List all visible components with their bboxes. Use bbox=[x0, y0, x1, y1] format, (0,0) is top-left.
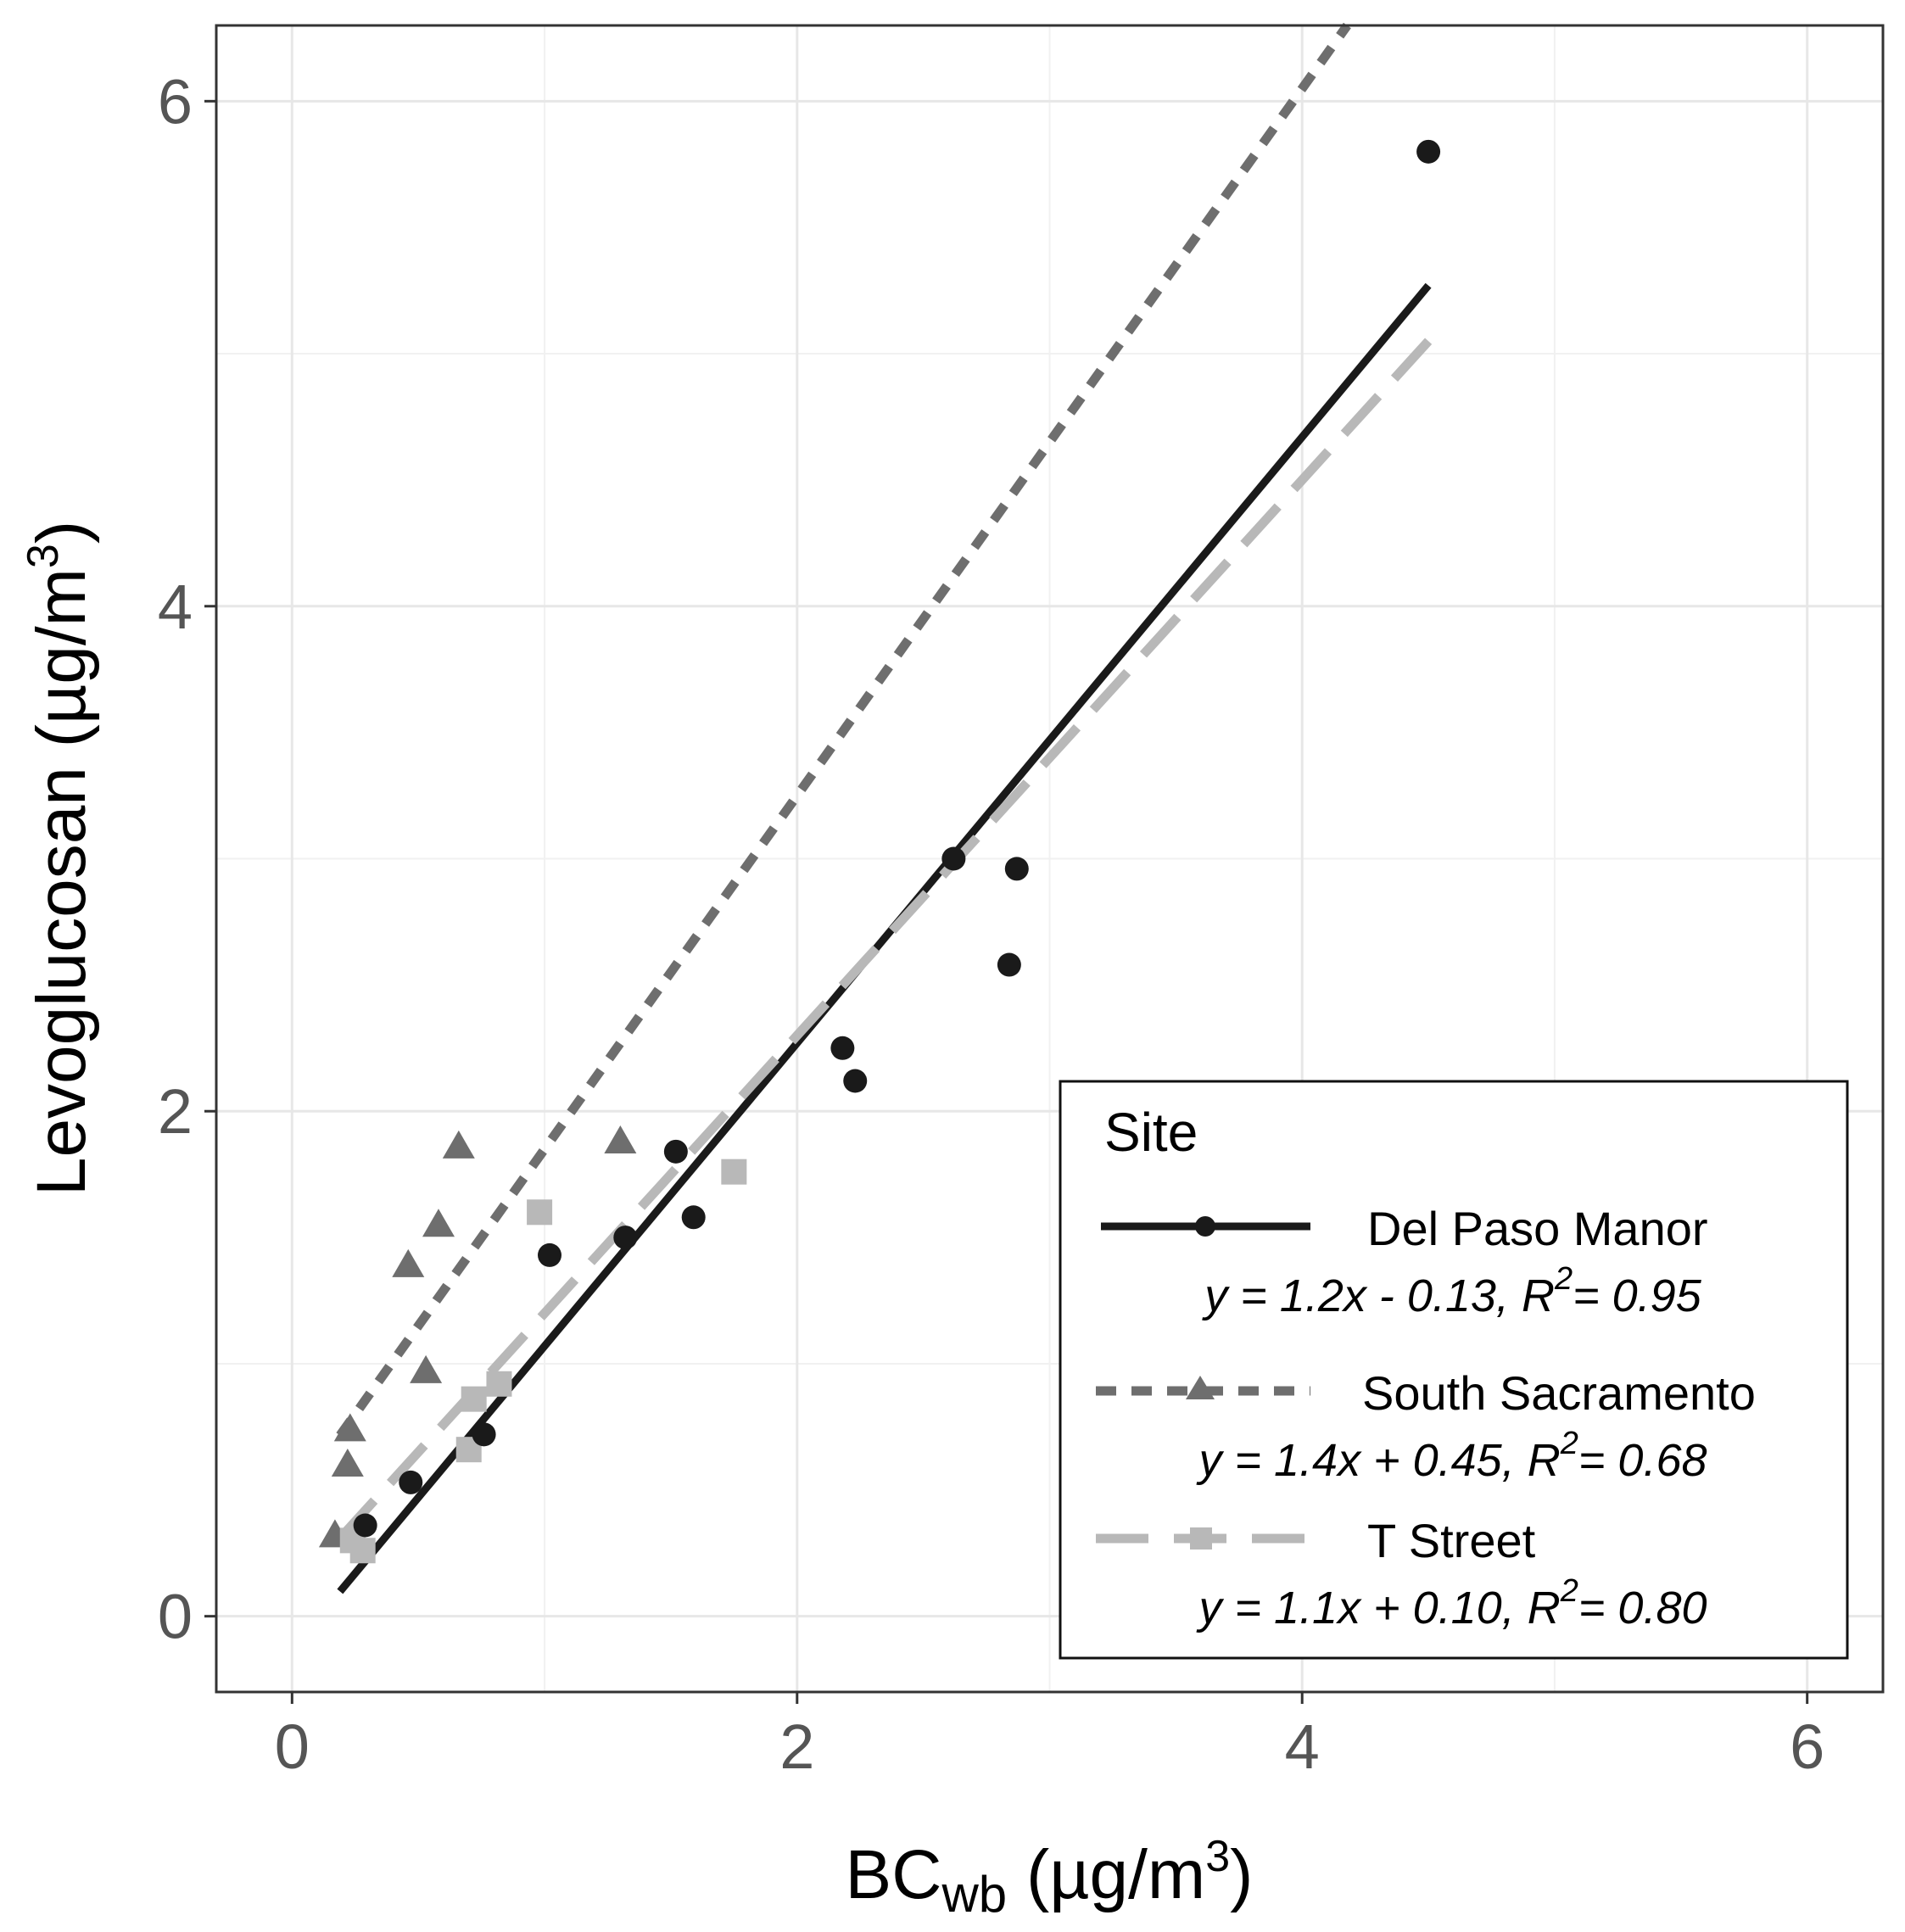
y-tick-label-0: 0 bbox=[158, 1582, 193, 1652]
fit-line-t-street bbox=[336, 338, 1433, 1542]
point-t-street-5 bbox=[527, 1199, 553, 1226]
legend-label-t-street: T Street bbox=[1367, 1514, 1536, 1567]
legend-key-marker-t-street bbox=[1190, 1527, 1212, 1550]
legend: Site Del Paso Manor y = 1.2x - 0.13, R2=… bbox=[1059, 1080, 1849, 1660]
point-del-paso-manor-1 bbox=[399, 1470, 423, 1494]
plot-panel-border bbox=[215, 24, 1885, 1694]
point-south-sacramento-7 bbox=[604, 1125, 637, 1153]
y-axis-title-close: ) bbox=[23, 521, 100, 544]
point-south-sacramento-5 bbox=[422, 1209, 455, 1237]
legend-equation-t-street: y = 1.1x + 0.10, R2= 0.80 bbox=[1195, 1573, 1707, 1633]
y-tick-label-2: 2 bbox=[158, 1076, 193, 1147]
point-del-paso-manor-0 bbox=[353, 1513, 377, 1538]
y-axis-title-main: Levoglucosan (µg/m bbox=[23, 568, 100, 1196]
point-del-paso-manor-3 bbox=[538, 1242, 561, 1267]
y-tick-label-6: 6 bbox=[158, 66, 193, 137]
point-del-paso-manor-8 bbox=[843, 1069, 868, 1093]
point-t-street-1 bbox=[349, 1538, 376, 1564]
point-del-paso-manor-6 bbox=[681, 1205, 706, 1230]
point-del-paso-manor-7 bbox=[830, 1036, 855, 1060]
legend-entry-t-street: T Street y = 1.1x + 0.10, R2= 0.80 bbox=[1096, 1514, 1707, 1633]
equation-sup-south-sacramento: 2 bbox=[1560, 1426, 1578, 1461]
point-del-paso-manor-4 bbox=[613, 1226, 638, 1250]
point-south-sacramento-1 bbox=[331, 1449, 364, 1477]
equation-text-del-paso-manor: y = 1.2x - 0.13, R bbox=[1201, 1270, 1555, 1321]
fit-line-del-paso-manor bbox=[337, 282, 1432, 1594]
equation-text-t-street: y = 1.1x + 0.10, R bbox=[1195, 1583, 1560, 1633]
point-south-sacramento-3 bbox=[392, 1248, 425, 1277]
point-south-sacramento-6 bbox=[442, 1130, 475, 1159]
legend-entry-south-sacramento: South Sacramento y = 1.4x + 0.45, R2= 0.… bbox=[1096, 1366, 1756, 1486]
x-axis-title-superscript: 3 bbox=[1205, 1832, 1230, 1881]
fit-line-south-sacramento bbox=[336, 22, 1351, 1438]
y-axis: 0 2 4 6 bbox=[158, 66, 216, 1652]
equation-r2-south-sacramento: = 0.68 bbox=[1578, 1435, 1707, 1486]
y-tick-label-4: 4 bbox=[158, 572, 193, 642]
x-axis-title-unit: (µg/m bbox=[1007, 1836, 1205, 1913]
equation-r2-t-street: = 0.80 bbox=[1578, 1583, 1707, 1633]
x-tick-label-4: 4 bbox=[1285, 1711, 1320, 1782]
legend-entry-del-paso-manor: Del Paso Manor y = 1.2x - 0.13, R2= 0.95 bbox=[1101, 1202, 1708, 1321]
point-del-paso-manor-2 bbox=[472, 1422, 496, 1447]
equation-text-south-sacramento: y = 1.4x + 0.45, R bbox=[1195, 1435, 1560, 1486]
equation-sup-t-street: 2 bbox=[1560, 1573, 1578, 1609]
x-tick-label-0: 0 bbox=[275, 1711, 310, 1782]
data-points bbox=[318, 139, 1441, 1564]
legend-title: Site bbox=[1104, 1102, 1198, 1163]
point-del-paso-manor-11 bbox=[1004, 857, 1029, 881]
legend-box bbox=[1059, 1080, 1849, 1660]
equation-r2-del-paso-manor: = 0.95 bbox=[1573, 1270, 1702, 1321]
legend-label-del-paso-manor: Del Paso Manor bbox=[1367, 1202, 1708, 1255]
point-del-paso-manor-9 bbox=[941, 846, 966, 871]
point-t-street-4 bbox=[486, 1371, 512, 1397]
legend-equation-del-paso-manor: y = 1.2x - 0.13, R2= 0.95 bbox=[1201, 1261, 1701, 1321]
point-del-paso-manor-12 bbox=[1416, 139, 1441, 164]
equation-sup-del-paso-manor: 2 bbox=[1554, 1261, 1573, 1297]
legend-key-marker-south-sacramento bbox=[1186, 1376, 1215, 1399]
x-axis-title-subscript: wb bbox=[941, 1866, 1007, 1923]
point-t-street-6 bbox=[721, 1159, 747, 1185]
point-del-paso-manor-5 bbox=[663, 1139, 688, 1164]
point-south-sacramento-2 bbox=[333, 1413, 366, 1442]
x-tick-label-2: 2 bbox=[779, 1711, 814, 1782]
point-south-sacramento-4 bbox=[410, 1354, 443, 1383]
x-axis: 0 2 4 6 bbox=[275, 1692, 1824, 1782]
legend-key-marker-del-paso-manor bbox=[1195, 1216, 1215, 1237]
x-axis-title: BCwb (µg/m3) bbox=[846, 1832, 1254, 1923]
y-axis-title-superscript: 3 bbox=[19, 544, 68, 568]
y-axis-title: Levoglucosan (µg/m3) bbox=[19, 521, 100, 1196]
regression-lines bbox=[336, 22, 1433, 1594]
legend-equation-south-sacramento: y = 1.4x + 0.45, R2= 0.68 bbox=[1195, 1426, 1707, 1486]
x-axis-title-close: ) bbox=[1230, 1836, 1253, 1913]
point-del-paso-manor-10 bbox=[997, 952, 1021, 977]
legend-label-south-sacramento: South Sacramento bbox=[1362, 1366, 1756, 1420]
x-axis-title-main: BC bbox=[846, 1836, 942, 1913]
x-tick-label-6: 6 bbox=[1790, 1711, 1824, 1782]
point-t-street-3 bbox=[461, 1386, 487, 1412]
